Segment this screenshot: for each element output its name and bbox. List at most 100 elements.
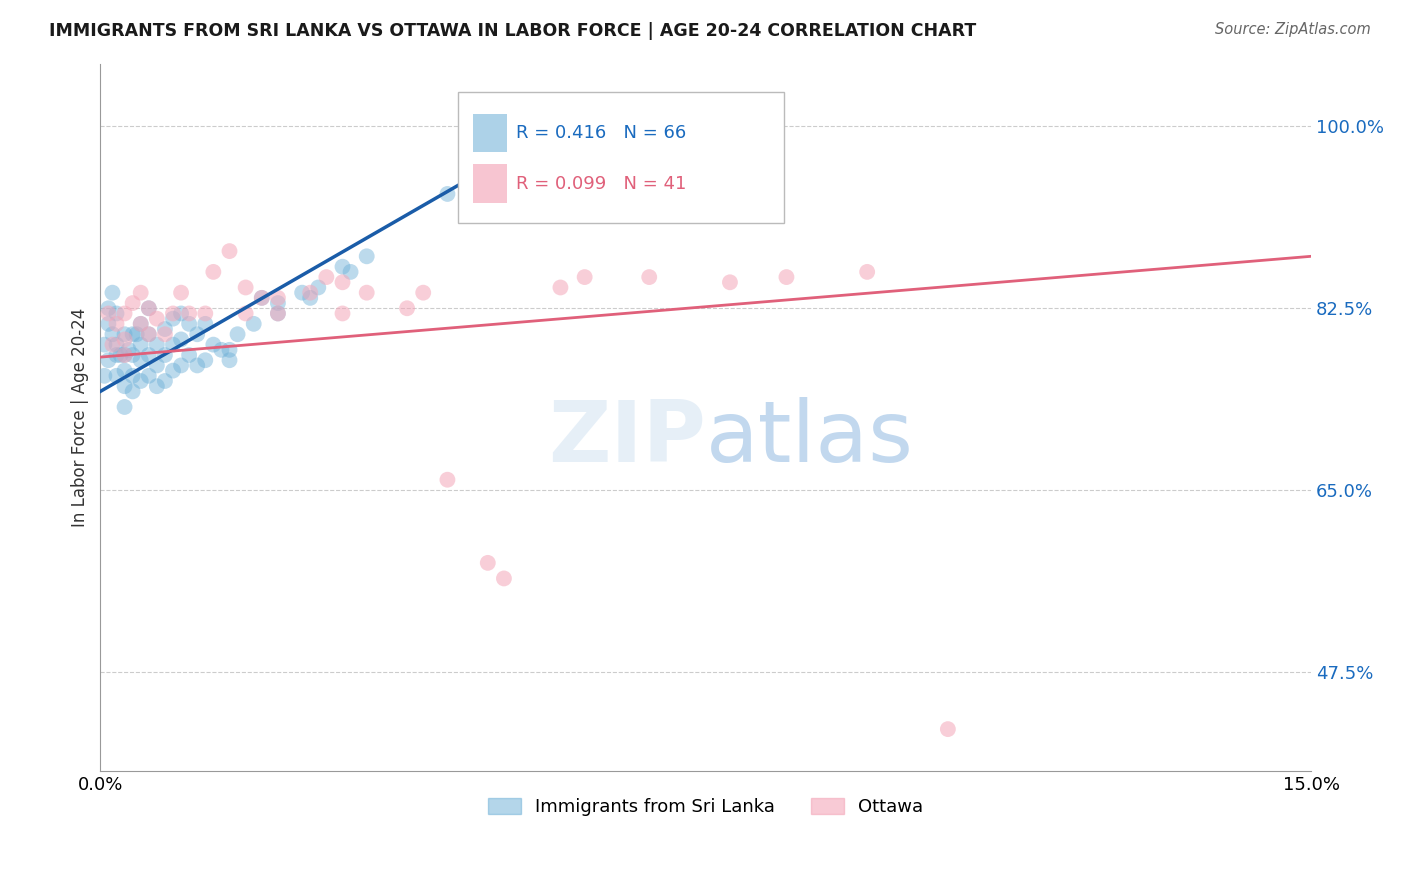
Point (129, 374, 152, 388)
Point (138, 301, 160, 316)
Point (194, 317, 217, 331)
Point (267, 306, 290, 320)
Point (105, 348, 128, 362)
Point (267, 291, 290, 305)
Point (138, 348, 160, 362)
Point (138, 327, 160, 342)
Text: R = 0.099   N = 41: R = 0.099 N = 41 (516, 175, 686, 194)
Point (775, 270, 797, 285)
Point (114, 348, 136, 362)
Point (101, 337, 124, 351)
Point (114, 348, 136, 362)
Point (307, 280, 329, 294)
Point (332, 275, 354, 289)
Point (105, 337, 128, 351)
Legend: Immigrants from Sri Lanka, Ottawa: Immigrants from Sri Lanka, Ottawa (479, 789, 932, 825)
Point (114, 327, 136, 342)
Point (170, 306, 193, 320)
Point (574, 270, 596, 285)
Point (101, 285, 124, 300)
Point (718, 275, 741, 289)
Point (242, 317, 264, 331)
Point (153, 327, 176, 342)
Point (170, 333, 193, 347)
Point (396, 301, 419, 316)
Point (638, 270, 661, 285)
FancyBboxPatch shape (474, 164, 508, 203)
Point (125, 327, 148, 342)
Point (121, 327, 143, 342)
Text: ZIP: ZIP (548, 397, 706, 480)
Point (299, 285, 322, 300)
Point (162, 337, 184, 351)
Point (97, 317, 120, 331)
Point (436, 186, 458, 201)
Point (114, 363, 136, 377)
Point (114, 306, 136, 320)
Point (186, 359, 208, 373)
Point (101, 327, 124, 342)
Point (856, 265, 879, 279)
Text: R = 0.416   N = 66: R = 0.416 N = 66 (516, 124, 686, 143)
Point (299, 291, 322, 305)
Point (250, 291, 273, 305)
Point (170, 285, 193, 300)
Point (550, 120, 572, 134)
Point (121, 368, 143, 383)
Point (162, 363, 184, 377)
Point (179, 306, 201, 320)
Point (146, 311, 169, 326)
Point (146, 379, 169, 393)
Point (194, 306, 217, 320)
Point (202, 337, 225, 351)
Point (110, 348, 132, 362)
Point (412, 285, 434, 300)
Point (492, 571, 515, 585)
Point (138, 368, 160, 383)
Point (332, 306, 354, 320)
Point (170, 359, 193, 373)
Point (186, 327, 208, 342)
Point (114, 333, 136, 347)
Point (129, 353, 152, 368)
Point (356, 285, 378, 300)
Point (436, 473, 458, 487)
Point (146, 337, 169, 351)
Point (105, 368, 128, 383)
Point (97, 306, 120, 320)
Point (105, 317, 128, 331)
Point (129, 317, 152, 331)
Point (226, 327, 249, 342)
Point (93, 337, 115, 351)
Point (162, 311, 184, 326)
Point (235, 280, 257, 294)
Point (235, 306, 257, 320)
Point (114, 400, 136, 414)
Point (550, 280, 572, 294)
Point (146, 359, 169, 373)
Text: IMMIGRANTS FROM SRI LANKA VS OTTAWA IN LABOR FORCE | AGE 20-24 CORRELATION CHART: IMMIGRANTS FROM SRI LANKA VS OTTAWA IN L… (49, 22, 976, 40)
Point (356, 249, 378, 263)
Point (129, 285, 152, 300)
Point (162, 306, 184, 320)
Point (209, 343, 232, 357)
Point (179, 317, 201, 331)
Point (129, 337, 152, 351)
Point (218, 343, 240, 357)
Y-axis label: In Labor Force | Age 20-24: In Labor Force | Age 20-24 (72, 308, 89, 527)
Point (105, 306, 128, 320)
Point (194, 353, 217, 368)
Point (477, 556, 499, 570)
Point (153, 374, 176, 388)
Point (138, 327, 160, 342)
Point (291, 285, 314, 300)
Point (936, 722, 959, 736)
Point (250, 291, 273, 305)
FancyBboxPatch shape (457, 93, 785, 223)
Point (153, 348, 176, 362)
FancyBboxPatch shape (474, 113, 508, 153)
Point (267, 306, 290, 320)
Point (114, 379, 136, 393)
Point (315, 270, 337, 285)
Point (218, 244, 240, 259)
